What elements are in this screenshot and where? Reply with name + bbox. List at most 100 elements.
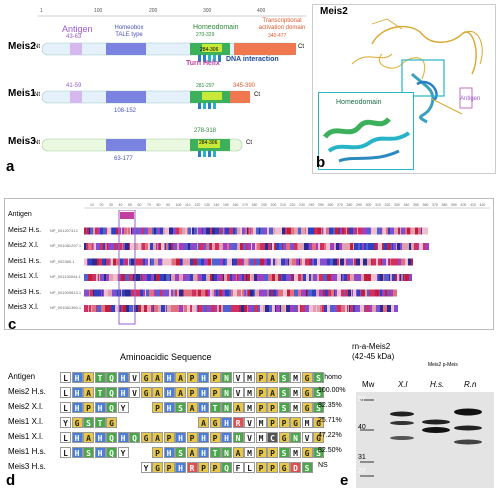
homology-percent: 25.71%: [318, 417, 342, 424]
sequence-row-name: Meis1 X.l.: [8, 432, 44, 441]
residue-block: [173, 227, 176, 235]
residue-block: [301, 258, 302, 266]
meis1-homeo-range: 281-297: [196, 83, 215, 89]
residue: S: [313, 402, 324, 413]
residue-block: [242, 289, 244, 297]
residue-block: [292, 258, 296, 266]
residue-block: [402, 243, 405, 250]
residue-block: [339, 227, 340, 235]
residue-block: [405, 258, 408, 266]
residue-block: [202, 227, 203, 235]
residue-block: [185, 243, 188, 250]
residue-block: [342, 305, 345, 312]
residue: A: [83, 387, 94, 398]
residue-block: [260, 227, 263, 235]
residue-block: [239, 243, 240, 250]
residue-block: [399, 274, 400, 281]
residue-block: [186, 258, 190, 266]
residue-block: [325, 258, 326, 266]
residue-block: [265, 258, 267, 266]
residue-block: [271, 258, 273, 266]
antigen-highlight-box: [118, 210, 136, 325]
residue-block: [251, 243, 252, 250]
residue: S: [313, 372, 324, 383]
residue-block: [291, 227, 294, 235]
residue-block: [355, 274, 356, 281]
residue: G: [278, 462, 290, 473]
residue-block: [188, 227, 191, 235]
residue-block: [114, 243, 116, 250]
residue-block: [273, 289, 276, 297]
residue-block: [264, 274, 268, 281]
residue-block: [96, 305, 97, 312]
residue-block: [342, 227, 344, 235]
residue-block: [356, 289, 357, 297]
residue-block: [216, 289, 218, 297]
residue-block: [382, 258, 386, 266]
residue-block: [143, 258, 145, 266]
residue-block: [403, 274, 404, 281]
residue: P: [152, 402, 163, 413]
residue-block: [293, 274, 294, 281]
residue-block: [290, 289, 294, 297]
residue-block: [135, 258, 139, 266]
residue-block: [209, 243, 210, 250]
residue-block: [215, 243, 219, 250]
residue-block: [323, 289, 325, 297]
residue-block: [350, 243, 353, 250]
residue-block: [371, 227, 375, 235]
residue-block: [216, 258, 220, 266]
residue-block: [360, 243, 362, 250]
residue-block: [171, 243, 173, 250]
residue-block: [246, 243, 248, 250]
ruler-tick: 120: [195, 203, 201, 207]
residue-block: [244, 289, 246, 297]
residue-block: [176, 305, 179, 312]
residue-block: [177, 289, 179, 297]
residue-block: [387, 289, 389, 297]
ruler-tick: 230: [299, 203, 305, 207]
residue-block: [368, 243, 370, 250]
residue-block: [298, 274, 301, 281]
residue-block: [221, 305, 223, 312]
residue-block: [237, 227, 238, 235]
residue-block: [154, 305, 158, 312]
residue-block: [171, 289, 173, 297]
residue: A: [175, 372, 186, 383]
residue: A: [232, 447, 244, 458]
residue-block: [377, 243, 378, 250]
residue-block: [247, 274, 250, 281]
residue: N: [221, 447, 232, 458]
residue-block: [108, 243, 111, 250]
residue-block: [379, 289, 380, 297]
residue-block: [250, 289, 253, 297]
residue-block: [381, 227, 382, 235]
residue-block: [206, 305, 207, 312]
residue-block: [161, 305, 165, 312]
residue-block: [107, 243, 108, 250]
residue-block: [116, 243, 117, 250]
residue-block: [139, 258, 143, 266]
alignment-row-name: Meis3 H.s.: [8, 288, 42, 296]
residue-block: [241, 305, 244, 312]
residue-block: [103, 289, 104, 297]
ruler-tick-1: 1: [40, 8, 43, 14]
residue-block: [309, 274, 311, 281]
homeodomain-inset: [318, 92, 414, 170]
residue-block: [145, 258, 148, 266]
blot-subtitle: (42-45 kDa): [352, 352, 395, 361]
residue-block: [333, 227, 335, 235]
residue: H: [71, 402, 83, 413]
residue-block: [193, 258, 197, 266]
residue-block: [246, 289, 247, 297]
alignment-row-name: Meis2 H.s.: [8, 226, 42, 234]
residue: H: [198, 387, 209, 398]
residue-block: [265, 305, 269, 312]
ruler-tick: 200: [271, 203, 277, 207]
residue-block: [167, 243, 168, 250]
residue-block: [424, 227, 428, 235]
residue-block: [358, 227, 362, 235]
ruler-tick: 260: [328, 203, 334, 207]
